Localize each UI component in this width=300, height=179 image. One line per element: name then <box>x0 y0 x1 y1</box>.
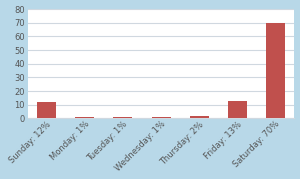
Bar <box>37 102 56 118</box>
Bar <box>190 116 209 118</box>
Bar <box>75 117 94 118</box>
Bar <box>113 117 133 118</box>
Bar <box>152 117 171 118</box>
Bar <box>266 23 285 118</box>
Bar <box>228 101 247 118</box>
